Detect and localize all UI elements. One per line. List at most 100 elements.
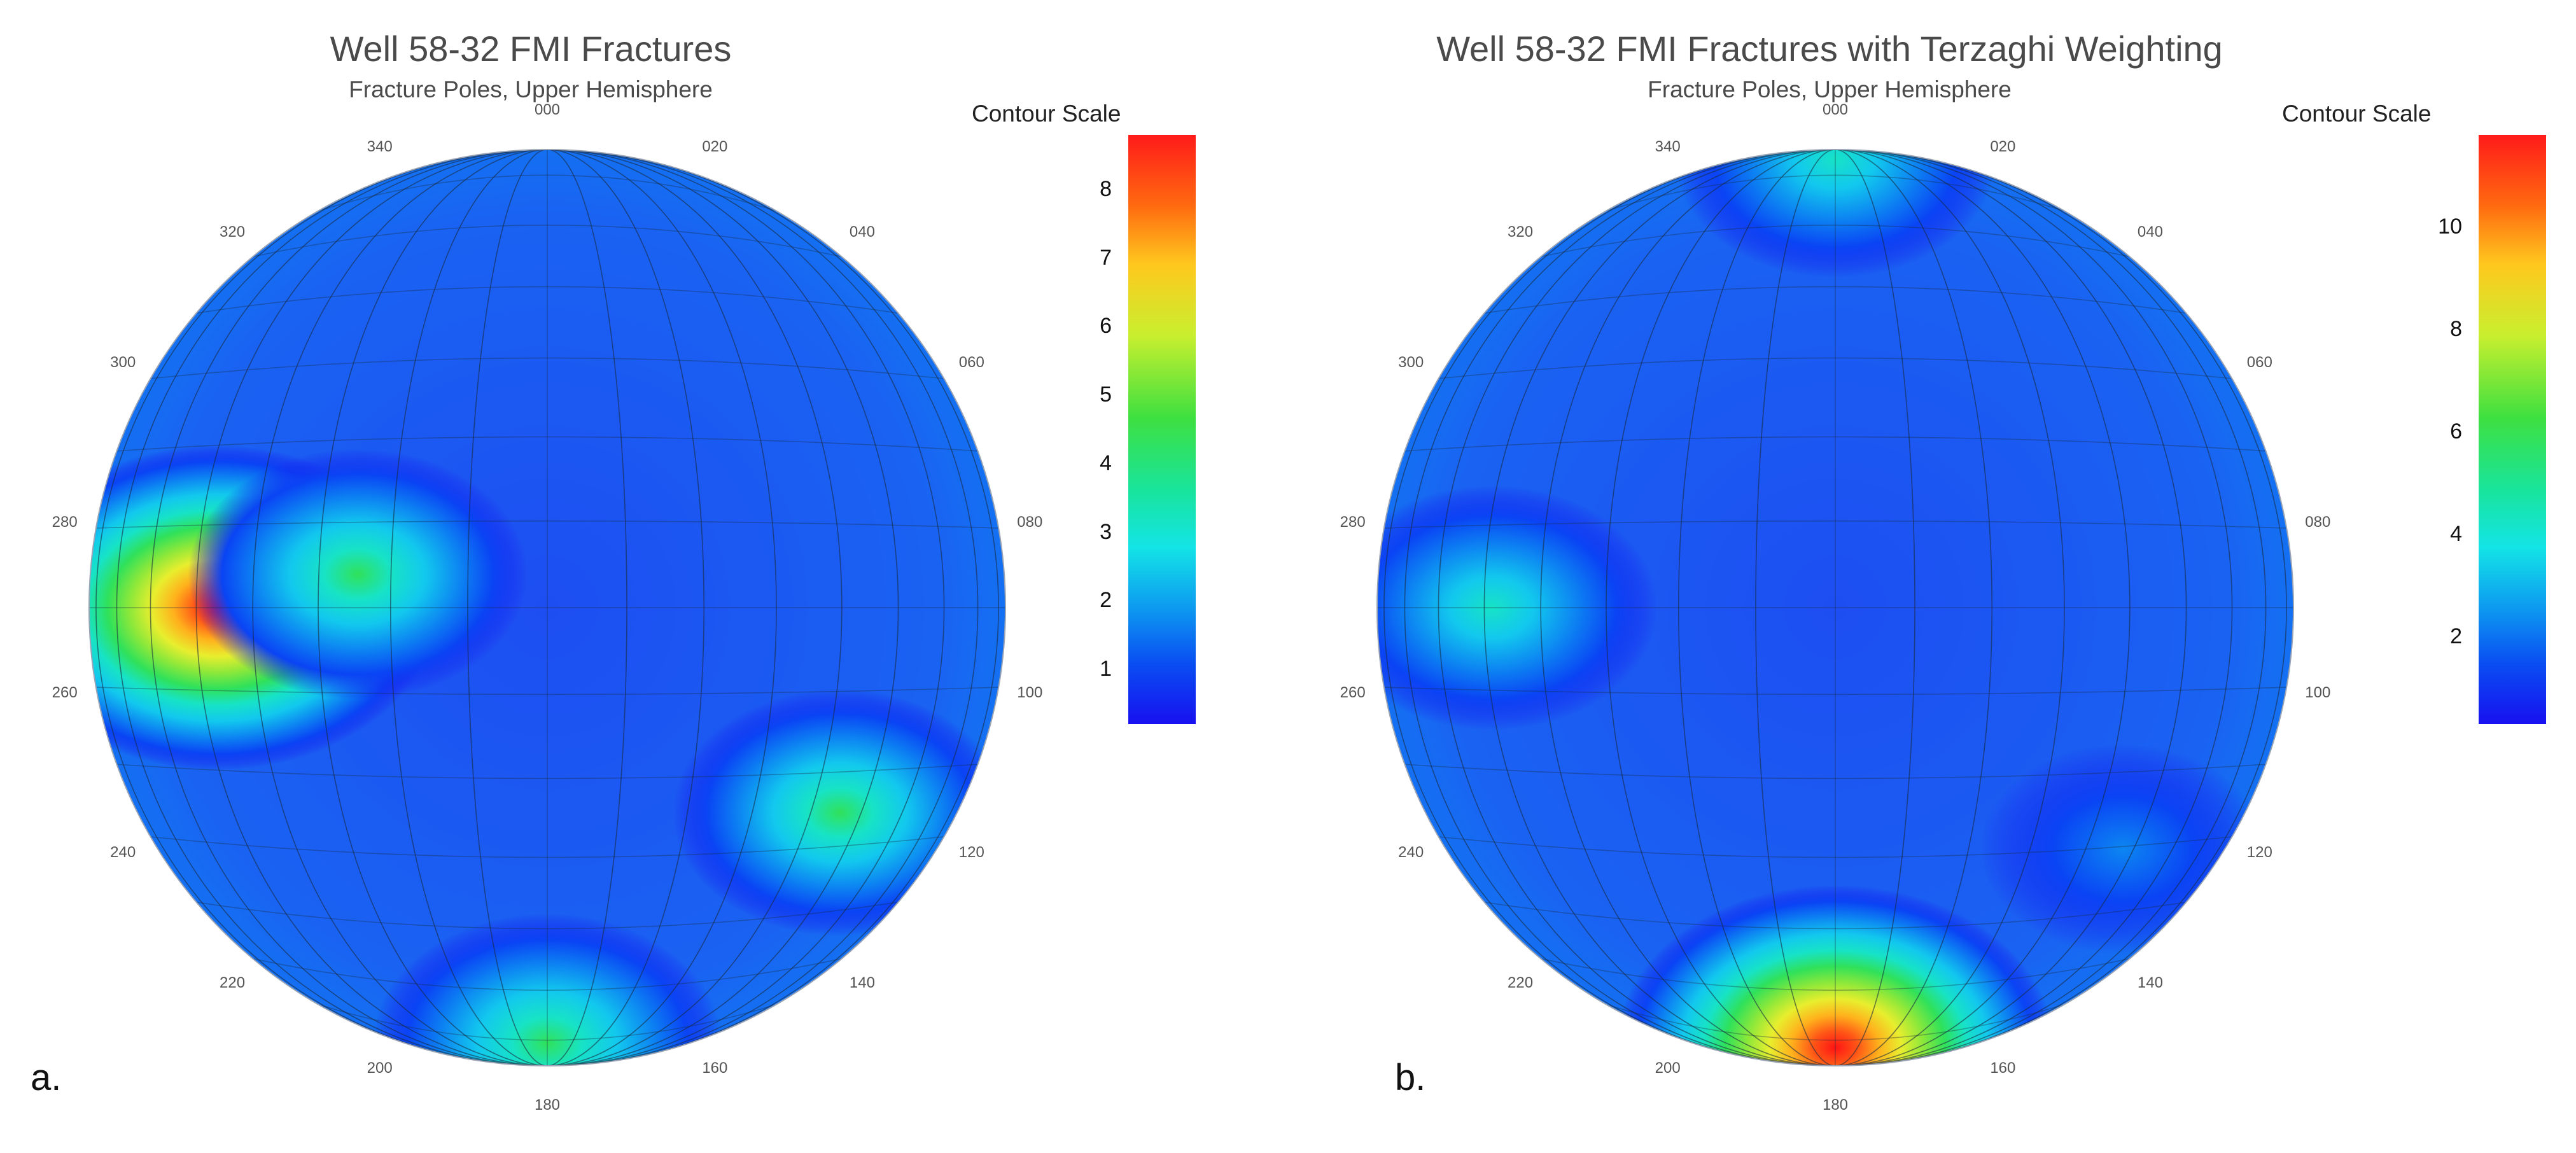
grid-meridian — [318, 150, 777, 1066]
grid-meridian — [467, 150, 627, 1066]
grid-meridian — [1438, 150, 2233, 1066]
grid-parallel — [95, 687, 999, 695]
stereonet-plot — [88, 149, 1006, 1066]
stereonet-grid — [89, 150, 1005, 1066]
grid-parallel — [1484, 286, 2187, 314]
grid-meridian — [116, 150, 979, 1066]
azimuth-label: 240 — [110, 844, 136, 861]
azimuth-label: 100 — [2305, 683, 2331, 701]
grid-meridian — [252, 150, 843, 1066]
azimuth-label: 320 — [1508, 223, 1534, 241]
grid-parallel — [1606, 1003, 2065, 1041]
grid-parallel — [1438, 357, 2232, 379]
azimuth-label: 220 — [1508, 974, 1534, 991]
stereonet-outline — [88, 149, 1006, 1066]
grid-meridian — [389, 150, 705, 1066]
density-peak — [1377, 485, 1658, 730]
grid-parallel — [95, 520, 999, 529]
azimuth-label: 020 — [702, 138, 728, 156]
azimuth-label: 300 — [1398, 354, 1424, 371]
colorbar-tick-label: 6 — [2450, 419, 2462, 444]
azimuth-label: 260 — [52, 683, 78, 701]
stereonet-grid — [1377, 150, 2293, 1066]
azimuth-label: 340 — [1655, 138, 1681, 156]
grid-meridian — [389, 150, 705, 1066]
azimuth-label: 080 — [2305, 514, 2331, 531]
grid-parallel — [1606, 174, 2065, 212]
grid-meridian — [1677, 150, 1993, 1066]
grid-parallel — [1438, 836, 2232, 858]
grid-meridian — [1383, 150, 2287, 1066]
density-peak — [1674, 150, 1996, 278]
colorbar-tick-label: 8 — [1100, 177, 1112, 202]
azimuth-label: 140 — [2137, 974, 2163, 991]
grid-meridian — [1483, 150, 2187, 1066]
colorbar-tick-label: 7 — [1100, 245, 1112, 270]
grid-parallel — [196, 286, 899, 314]
chart-subtitle: Fracture Poles, Upper Hemisphere — [1648, 76, 2012, 102]
colorbar-tick-label: 4 — [2450, 522, 2462, 547]
azimuth-label: 320 — [220, 223, 246, 241]
azimuth-label: 180 — [534, 1096, 561, 1114]
azimuth-label: 120 — [2246, 844, 2272, 861]
grid-meridian — [1404, 150, 2267, 1066]
grid-meridian — [1606, 150, 2065, 1066]
grid-meridian — [1438, 150, 2233, 1066]
grid-parallel — [318, 174, 777, 212]
azimuth-label: 140 — [849, 974, 875, 991]
grid-meridian — [95, 150, 999, 1066]
azimuth-label: 300 — [110, 354, 136, 371]
azimuth-label: 020 — [1990, 138, 2016, 156]
grid-meridian — [95, 150, 999, 1066]
azimuth-label: 080 — [1017, 514, 1043, 531]
grid-parallel — [1383, 520, 2287, 529]
chart-title: Well 58-32 FMI Fractures with Terzaghi W… — [1436, 29, 2223, 69]
grid-meridian — [1483, 150, 2187, 1066]
azimuth-label: 000 — [534, 101, 561, 118]
azimuth-label: 120 — [958, 844, 984, 861]
azimuth-label: 160 — [702, 1059, 728, 1077]
grid-parallel — [116, 436, 978, 452]
grid-parallel — [1541, 225, 2130, 258]
azimuth-label: 180 — [1822, 1096, 1849, 1114]
grid-meridian — [195, 150, 899, 1066]
grid-meridian — [1404, 150, 2267, 1066]
grid-parallel — [150, 357, 944, 379]
grid-parallel — [1541, 958, 2130, 991]
azimuth-label: 040 — [849, 223, 875, 241]
colorbar-gradient — [1128, 135, 1196, 724]
colorbar-tick-label: 5 — [1100, 382, 1112, 407]
azimuth-label: 200 — [1655, 1059, 1681, 1077]
colorbar-label: Contour Scale — [2282, 101, 2432, 127]
colorbar: 1 2 3 4 5 6 7 8 — [1100, 135, 1196, 724]
grid-meridian — [318, 150, 777, 1066]
grid-parallel — [1383, 687, 2287, 695]
colorbar-tick-label: 3 — [1100, 519, 1112, 544]
grid-parallel — [116, 764, 978, 779]
grid-meridian — [1755, 150, 1915, 1066]
panel-letter: b. — [1395, 1057, 1426, 1098]
grid-parallel — [1484, 902, 2187, 930]
azimuth-label: 000 — [1822, 101, 1849, 118]
density-peak — [188, 449, 528, 700]
grid-parallel — [1404, 436, 2266, 452]
colorbar-tick-label: 2 — [1100, 588, 1112, 613]
grid-parallel — [1404, 764, 2266, 779]
grid-meridian — [1677, 150, 1993, 1066]
grid-meridian — [1540, 150, 2131, 1066]
grid-meridian — [1755, 150, 1915, 1066]
grid-parallel — [196, 902, 899, 930]
azimuth-label: 160 — [1990, 1059, 2016, 1077]
azimuth-label: 240 — [1398, 844, 1424, 861]
colorbar-gradient — [2479, 135, 2546, 724]
azimuth-label: 220 — [220, 974, 246, 991]
panel-letter: a. — [31, 1057, 62, 1098]
azimuth-label: 280 — [1340, 514, 1366, 531]
grid-meridian — [1606, 150, 2065, 1066]
grid-meridian — [252, 150, 843, 1066]
azimuth-label: 040 — [2137, 223, 2163, 241]
colorbar-tick-label: 2 — [2450, 624, 2462, 649]
colorbar-tick-label: 8 — [2450, 316, 2462, 341]
azimuth-label: 060 — [2246, 354, 2272, 371]
colorbar-tick-label: 1 — [1100, 656, 1112, 681]
